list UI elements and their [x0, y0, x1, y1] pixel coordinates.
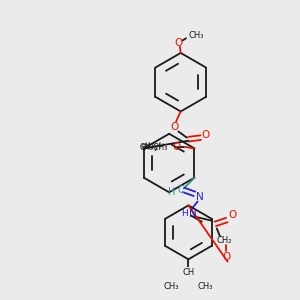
Text: ethyl: ethyl [141, 142, 162, 151]
Text: CH₃: CH₃ [188, 31, 204, 40]
Text: O: O [201, 130, 209, 140]
Text: O: O [229, 210, 237, 220]
Text: H: H [182, 209, 188, 218]
Text: CH₂CH₃: CH₂CH₃ [140, 143, 168, 152]
Text: CH₃: CH₃ [198, 282, 213, 291]
Text: C: C [177, 185, 184, 195]
Text: CH₂: CH₂ [217, 236, 232, 245]
Text: O: O [172, 142, 181, 152]
Text: N: N [189, 209, 197, 219]
Text: CH: CH [182, 268, 194, 277]
Text: O: O [223, 252, 231, 262]
Text: O: O [170, 122, 179, 132]
Text: H: H [168, 187, 175, 197]
Text: N: N [196, 192, 204, 202]
Text: CH₃: CH₃ [164, 282, 179, 291]
Text: O: O [174, 38, 182, 48]
